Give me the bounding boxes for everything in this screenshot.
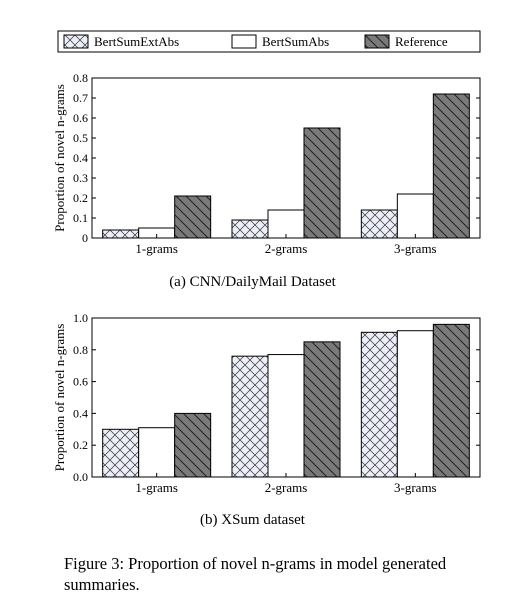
y-tick-label: 0.0 (73, 470, 88, 484)
x-tick-label: 2-grams (265, 480, 308, 495)
y-tick-label: 0.4 (73, 406, 88, 420)
y-tick-label: 0.4 (73, 151, 88, 165)
y-tick-label: 0.8 (73, 343, 88, 357)
legend: BertSumExtAbs BertSumAbs Reference (57, 30, 481, 53)
legend-swatch-2 (364, 34, 390, 49)
bar-bertsumabs-3-grams (396, 193, 434, 239)
y-tick-label: 0.6 (73, 111, 88, 125)
bar-reference-1-grams (174, 195, 212, 239)
x-tick-label: 1-grams (135, 241, 178, 256)
y-tick-label: 0.8 (73, 71, 88, 85)
legend-swatch-1 (231, 34, 257, 49)
bar-bertsumabs-1-grams (138, 427, 176, 478)
bar-bertsumabs-3-grams (396, 330, 434, 478)
bar-reference-3-grams (432, 93, 470, 239)
legend-label-1: BertSumAbs (262, 34, 329, 49)
chart-xsum: 0.0 0.2 0.4 0.6 0.8 1.0 Proportion of novel n-… (52, 311, 481, 495)
x-tick-label: 3-grams (394, 480, 437, 495)
legend-swatch-0 (63, 34, 89, 49)
y-tick-label: 0.2 (73, 438, 88, 452)
legend-label-0: BertSumExtAbs (94, 34, 179, 49)
x-tick-label: 2-grams (265, 241, 308, 256)
bar-bertsumextabs-3-grams (360, 331, 398, 478)
bar-bertsumabs-2-grams (267, 209, 305, 239)
chart-caption-a: (a) CNN/DailyMail Dataset (169, 274, 336, 290)
y-tick-label: 0.1 (73, 211, 88, 225)
x-tick-label: 3-grams (394, 241, 437, 256)
y-tick-label: 0.3 (73, 171, 88, 185)
y-axis-label: Proportion of novel n-grams (52, 84, 67, 232)
y-tick-label: 0.5 (73, 131, 88, 145)
y-tick-label: 1.0 (73, 311, 88, 325)
y-tick-label: 0.2 (73, 191, 88, 205)
x-tick-label: 1-grams (135, 480, 178, 495)
bar-reference-2-grams (303, 341, 341, 478)
y-tick-label: 0 (82, 231, 88, 245)
bar-reference-1-grams (174, 412, 212, 478)
bar-bertsumextabs-2-grams (231, 219, 269, 239)
bar-reference-2-grams (303, 127, 341, 239)
bar-bertsumextabs-2-grams (231, 355, 269, 478)
y-axis-label: Proportion of novel n-grams (52, 324, 67, 472)
figure-caption: Figure 3: Proportion of novel n-grams in… (64, 554, 447, 594)
legend-label-2: Reference (395, 34, 448, 49)
bar-bertsumextabs-3-grams (360, 209, 398, 239)
y-tick-label: 0.6 (73, 375, 88, 389)
bar-reference-3-grams (432, 323, 470, 478)
y-tick-label: 0.7 (73, 91, 88, 105)
bar-bertsumextabs-1-grams (102, 229, 140, 239)
bar-bertsumextabs-1-grams (102, 428, 140, 478)
bar-bertsumabs-2-grams (267, 354, 305, 478)
chart-caption-b: (b) XSum dataset (200, 512, 305, 528)
chart-cnn-dailymail: 0 0.1 0.2 0.3 0.4 0.5 0.6 0.7 0.8 Proportion of n… (52, 71, 481, 256)
